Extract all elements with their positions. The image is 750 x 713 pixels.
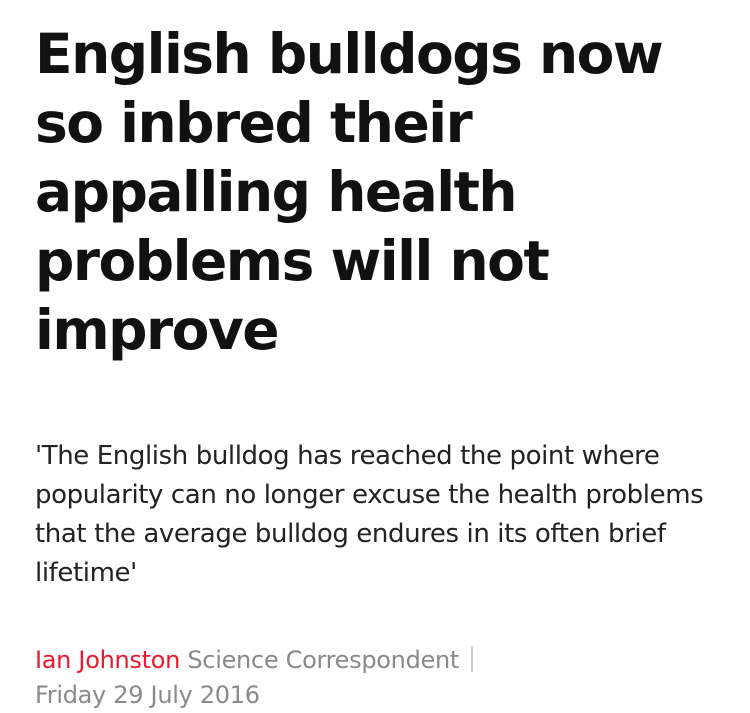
publish-date: Friday 29 July 2016 bbox=[35, 681, 260, 709]
byline: Ian Johnston Science Correspondent Frida… bbox=[35, 643, 725, 713]
standfirst: 'The English bulldog has reached the poi… bbox=[35, 441, 704, 588]
headline: English bulldogs now so inbred their app… bbox=[35, 22, 664, 362]
author-role: Science Correspondent bbox=[187, 646, 459, 674]
article: English bulldogs now so inbred their app… bbox=[35, 20, 725, 713]
author-link[interactable]: Ian Johnston bbox=[35, 646, 181, 674]
byline-divider bbox=[471, 646, 473, 672]
